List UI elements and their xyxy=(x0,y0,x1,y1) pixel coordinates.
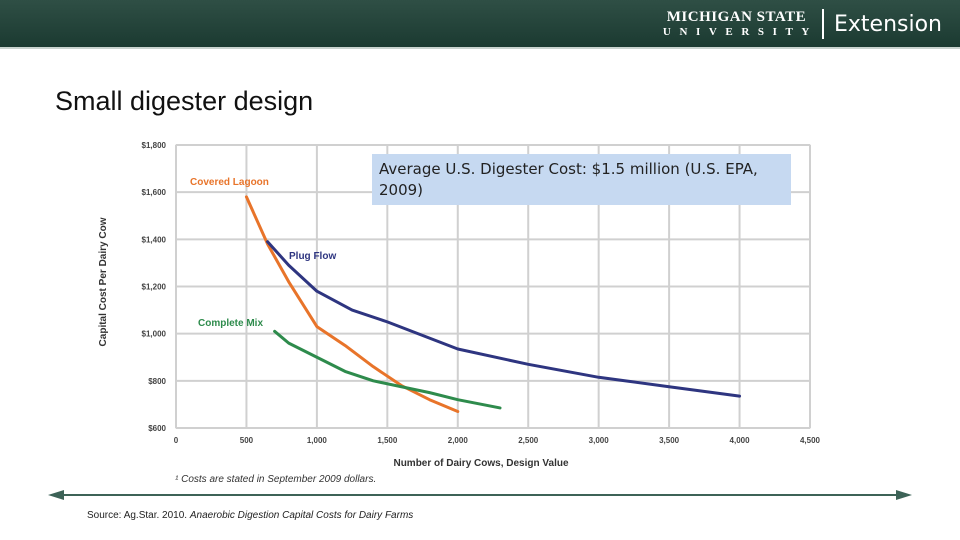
x-tick-label: 4,000 xyxy=(730,436,751,445)
average-cost-callout: Average U.S. Digester Cost: $1.5 million… xyxy=(372,154,791,205)
series-label-covered-lagoon: Covered Lagoon xyxy=(190,177,269,188)
x-tick-label: 2,000 xyxy=(448,436,469,445)
series-label-plug-flow: Plug Flow xyxy=(289,251,336,262)
y-tick-label: $800 xyxy=(148,377,166,386)
brand-separator xyxy=(821,9,824,39)
x-tick-label: 2,500 xyxy=(518,436,539,445)
series-label-complete-mix: Complete Mix xyxy=(198,318,263,329)
x-tick-label: 3,500 xyxy=(659,436,680,445)
series-line-plug-flow xyxy=(266,240,742,398)
brand-extension-text: Extension xyxy=(833,11,942,37)
header-bar xyxy=(0,0,960,47)
slide-title: Small digester design xyxy=(55,86,314,116)
y-axis-label: Capital Cost Per Dairy Cow xyxy=(98,217,109,346)
series-line-covered-lagoon xyxy=(244,195,460,413)
x-tick-label: 500 xyxy=(240,436,254,445)
y-tick-label: $1,400 xyxy=(142,235,167,244)
footnote: ¹ Costs are stated in September 2009 dol… xyxy=(175,474,376,485)
source-title: Anaerobic Digestion Capital Costs for Da… xyxy=(189,510,414,521)
timeline-rule xyxy=(48,490,912,500)
tick-labels: 0 500 1,000 1,500 2,000 2,500 3,000 3,500 4,000 4… xyxy=(142,141,821,445)
timeline-left-arrow xyxy=(48,490,64,500)
gridlines xyxy=(175,144,811,429)
x-tick-label: 3,000 xyxy=(589,436,610,445)
brand-top-text: MICHIGAN STATE xyxy=(666,9,807,25)
series-lines xyxy=(244,195,742,413)
x-tick-label: 1,000 xyxy=(307,436,328,445)
header-divider xyxy=(0,47,960,49)
brand-bottom-text: UNIVERSITY xyxy=(662,26,818,38)
y-tick-label: $1,000 xyxy=(142,330,167,339)
msu-extension-logo: MICHIGAN STATE UNIVERSITY Extension xyxy=(663,8,942,40)
series-line-complete-mix xyxy=(273,329,502,410)
x-axis-label: Number of Dairy Cows, Design Value xyxy=(393,458,568,469)
x-tick-label: 0 xyxy=(174,436,179,445)
y-tick-label: $1,200 xyxy=(142,283,167,292)
x-tick-label: 1,500 xyxy=(377,436,398,445)
y-tick-label: $1,600 xyxy=(142,188,167,197)
x-tick-label: 4,500 xyxy=(800,436,821,445)
timeline-right-arrow xyxy=(896,490,912,500)
source-prefix: Source: Ag.Star. 2010. xyxy=(87,510,188,521)
source-citation: Source: Ag.Star. 2010. Anaerobic Digesti… xyxy=(87,510,413,521)
y-tick-label: $600 xyxy=(148,424,166,433)
y-tick-label: $1,800 xyxy=(142,141,167,150)
msu-wordmark: MICHIGAN STATE UNIVERSITY xyxy=(663,10,810,38)
series-labels: Covered Lagoon Plug Flow Complete Mix xyxy=(190,177,336,329)
